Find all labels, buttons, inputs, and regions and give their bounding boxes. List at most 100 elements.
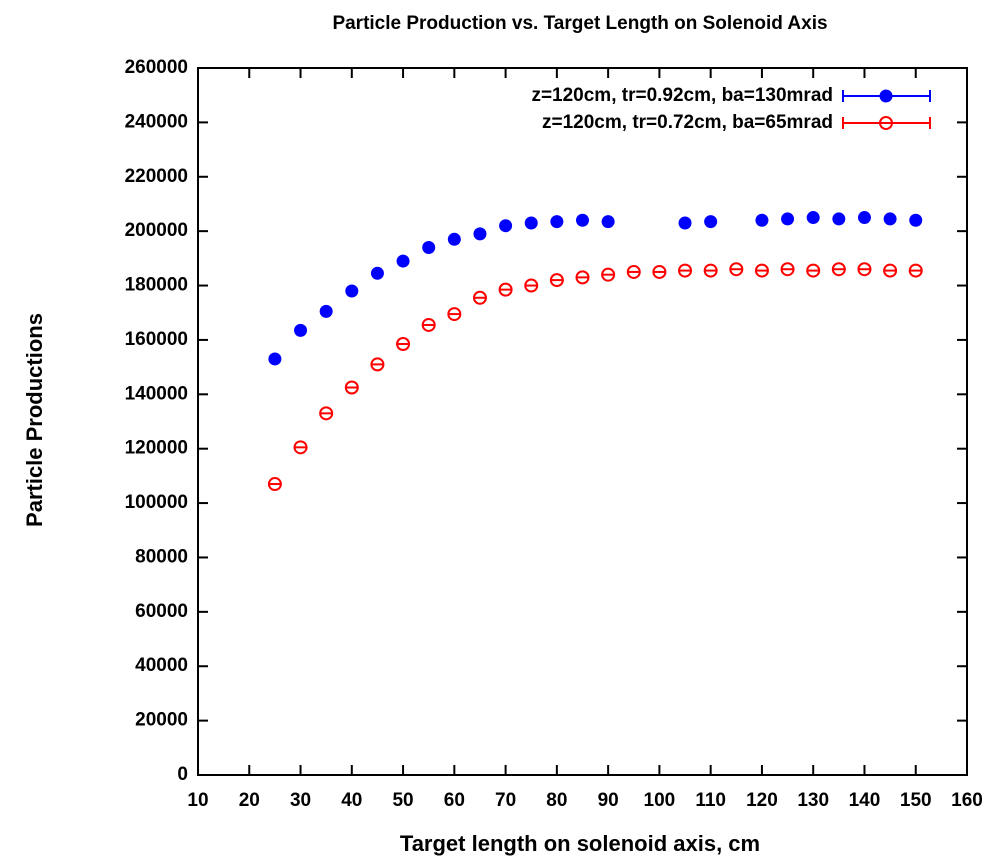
y-tick-label: 200000 (125, 220, 188, 241)
dot (294, 323, 308, 337)
x-tick-label: 140 (849, 790, 881, 811)
y-tick-label: 0 (177, 764, 188, 785)
dot (422, 240, 436, 254)
x-tick-label: 30 (290, 790, 311, 811)
marker (755, 213, 769, 227)
marker (498, 282, 513, 297)
y-tick-label: 140000 (125, 383, 188, 404)
marker (447, 307, 462, 322)
marker (704, 215, 718, 229)
marker (370, 357, 385, 372)
y-tick-label: 240000 (125, 111, 188, 132)
dot (755, 213, 769, 227)
dot (879, 89, 893, 103)
x-tick-label: 80 (546, 790, 567, 811)
marker (832, 212, 846, 226)
marker (575, 270, 590, 285)
marker (524, 278, 539, 293)
marker (294, 323, 308, 337)
plot-frame (197, 67, 968, 776)
marker (549, 273, 564, 288)
dot (473, 227, 487, 241)
marker (293, 440, 308, 455)
marker (472, 290, 487, 305)
x-tick-label: 10 (187, 790, 208, 811)
marker (909, 213, 923, 227)
marker (576, 213, 589, 227)
y-tick-label: 120000 (125, 438, 188, 459)
dot (447, 232, 461, 246)
legend-label: z=120cm, tr=0.92cm, ba=130mrad (531, 85, 833, 106)
marker (447, 232, 461, 246)
marker (857, 262, 872, 277)
marker (754, 263, 769, 278)
marker (345, 284, 359, 298)
dot (704, 215, 718, 229)
marker (473, 227, 487, 241)
marker (781, 212, 795, 226)
dot (268, 352, 282, 366)
dot (550, 215, 564, 229)
marker (267, 477, 282, 492)
marker (422, 240, 436, 254)
marker (879, 116, 893, 130)
y-tick-label: 20000 (135, 710, 188, 731)
marker (678, 216, 692, 230)
legend-label: z=120cm, tr=0.72cm, ba=65mrad (542, 112, 833, 133)
marker (780, 262, 795, 277)
dot (832, 212, 846, 226)
dot (396, 254, 410, 268)
marker (831, 262, 846, 277)
x-tick-label: 20 (239, 790, 260, 811)
marker (370, 266, 384, 280)
dot (678, 216, 692, 230)
marker (908, 263, 923, 278)
marker (499, 219, 513, 233)
dot (370, 266, 384, 280)
marker (396, 337, 411, 352)
y-tick-label: 220000 (125, 166, 188, 187)
marker (550, 215, 564, 229)
marker (344, 380, 359, 395)
marker (601, 215, 615, 229)
x-tick-label: 40 (341, 790, 362, 811)
x-tick-label: 60 (444, 790, 465, 811)
x-tick-label: 110 (695, 790, 726, 811)
dot (857, 211, 871, 225)
dot (499, 219, 513, 233)
x-tick-label: 100 (644, 790, 676, 811)
dot (781, 212, 795, 226)
y-tick-label: 40000 (135, 655, 188, 676)
x-tick-label: 70 (495, 790, 516, 811)
y-tick-label: 180000 (125, 275, 188, 296)
marker (729, 262, 744, 277)
marker (806, 263, 821, 278)
dot (319, 304, 333, 318)
y-tick-label: 80000 (135, 546, 188, 567)
marker (421, 317, 436, 332)
chart-title: Particle Production vs. Target Length on… (332, 13, 827, 34)
x-tick-label: 160 (951, 790, 983, 811)
marker (524, 216, 538, 230)
marker (883, 263, 898, 278)
dot (883, 212, 897, 226)
dot (576, 213, 589, 227)
marker (806, 211, 820, 225)
dot (601, 215, 615, 229)
y-tick-label: 60000 (135, 601, 188, 622)
marker (857, 211, 871, 225)
marker (268, 352, 282, 366)
marker (652, 264, 667, 279)
y-axis-label: Particle Productions (22, 313, 47, 527)
marker (883, 212, 897, 226)
marker (396, 254, 410, 268)
marker (319, 304, 333, 318)
y-tick-label: 260000 (125, 57, 188, 78)
dot (345, 284, 359, 298)
x-axis-label: Target length on solenoid axis, cm (400, 831, 760, 856)
x-tick-label: 50 (392, 790, 413, 811)
dot (806, 211, 820, 225)
dot (524, 216, 538, 230)
x-tick-label: 90 (598, 790, 619, 811)
